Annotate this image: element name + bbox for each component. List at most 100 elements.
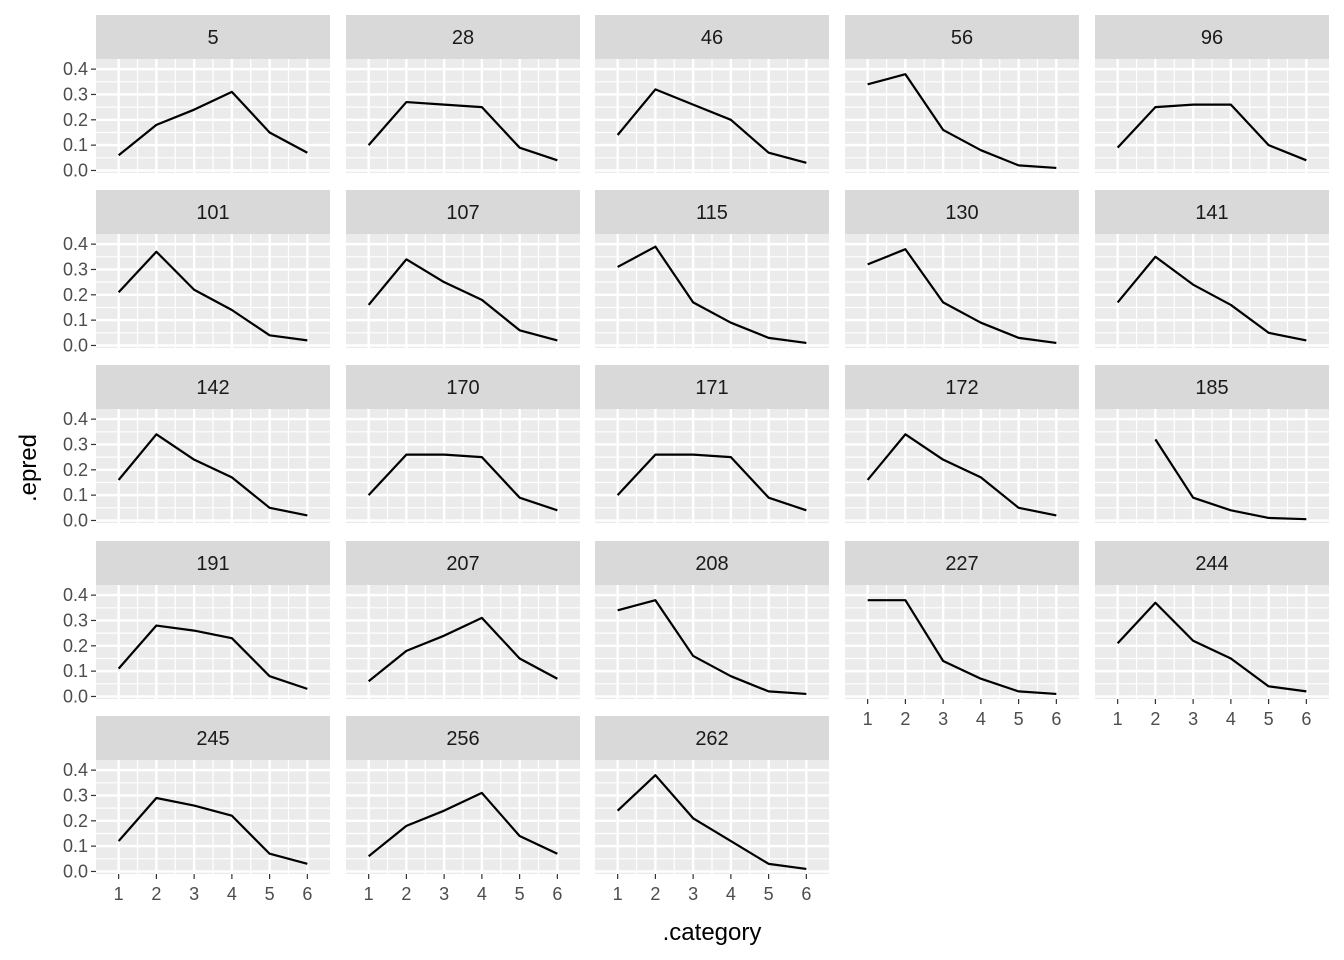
y-tick-label: 0.3 <box>63 610 88 630</box>
series-line <box>367 616 558 683</box>
series-line <box>117 624 308 690</box>
facet-strip-label: 115 <box>696 202 728 224</box>
facet-panel-245: 245 0.0 0.1 0.2 0.3 0.4 1 2 3 4 5 6 <box>63 716 330 904</box>
facet-strip-label: 28 <box>452 27 474 49</box>
y-tick-label: 0.2 <box>63 460 88 480</box>
facet-strip-label: 172 <box>945 377 978 399</box>
series-line <box>367 453 558 512</box>
series-line <box>867 248 1057 345</box>
y-tick-label: 0.3 <box>63 785 88 805</box>
facet-strip <box>96 190 330 234</box>
facet-panel-262: 262 1 2 3 4 5 6 <box>595 716 829 904</box>
x-tick-label: 3 <box>189 884 199 904</box>
series-line <box>866 433 1057 517</box>
facet-panel-191: 191 0.0 0.1 0.2 0.3 0.4 <box>63 541 330 706</box>
facet-panel-46: 46 <box>595 15 829 173</box>
facet-strip-label: 5 <box>207 27 218 49</box>
facet-strip-label: 262 <box>695 728 728 750</box>
x-tick-label: 4 <box>976 709 986 729</box>
facet-panel-115: 115 <box>595 190 829 348</box>
y-tick-label: 0.4 <box>63 409 88 429</box>
y-tick-label: 0.0 <box>63 510 88 530</box>
facet-strip <box>595 15 829 59</box>
x-tick-label: 6 <box>302 884 312 904</box>
series-line <box>867 73 1057 170</box>
facet-panel-207: 207 <box>346 541 580 699</box>
facet-panel-244: 244 1 2 3 4 5 6 <box>1095 541 1329 729</box>
x-tick-label: 1 <box>114 884 124 904</box>
y-tick-label: 0.0 <box>63 861 88 881</box>
facet-strip-label: 101 <box>196 202 229 224</box>
x-tick-label: 2 <box>1150 709 1160 729</box>
y-tick-label: 0.2 <box>63 811 88 831</box>
series-line <box>616 88 807 164</box>
series-line <box>1154 438 1307 521</box>
y-tick-label: 0.0 <box>63 686 88 706</box>
facet-strip-label: 227 <box>945 553 978 575</box>
y-tick-label: 0.4 <box>63 234 88 254</box>
y-tick-label: 0.4 <box>63 760 88 780</box>
facet-strip <box>595 541 829 585</box>
facet-strip <box>845 15 1079 59</box>
series-line <box>367 791 558 858</box>
x-tick-label: 5 <box>515 884 525 904</box>
y-tick-label: 0.2 <box>63 110 88 130</box>
x-tick-label: 5 <box>1264 709 1274 729</box>
facet-strip <box>595 716 829 760</box>
x-tick-label: 1 <box>364 884 374 904</box>
facet-panel-56: 56 <box>845 15 1079 173</box>
x-tick-label: 4 <box>1226 709 1236 729</box>
x-tick-label: 3 <box>1188 709 1198 729</box>
x-tick-label: 2 <box>900 709 910 729</box>
facet-strip <box>845 365 1079 409</box>
facet-strip <box>346 365 580 409</box>
x-tick-label: 2 <box>401 884 411 904</box>
facet-strip <box>346 541 580 585</box>
facet-strip <box>96 541 330 585</box>
y-tick-label: 0.0 <box>63 160 88 180</box>
x-tick-label: 5 <box>764 884 774 904</box>
facet-panel-96: 96 <box>1095 15 1329 173</box>
y-tick-label: 0.1 <box>63 836 88 856</box>
facet-strip <box>96 365 330 409</box>
facet-strip-label: 130 <box>945 202 978 224</box>
facet-panel-142: 142 0.0 0.1 0.2 0.3 0.4 <box>63 365 330 530</box>
series-line <box>617 245 807 345</box>
facet-panel-185: 185 <box>1095 365 1329 523</box>
x-axis-title: .category <box>663 919 762 946</box>
x-tick-label: 1 <box>863 709 873 729</box>
series-line <box>117 90 308 157</box>
x-tick-label: 6 <box>801 884 811 904</box>
facet-panels: 50.00.10.20.30.428 46 56 961010.00.10.20.30… <box>63 15 1329 904</box>
x-tick-label: 2 <box>151 884 161 904</box>
series-line <box>616 774 807 871</box>
facet-strip-label: 171 <box>695 377 728 399</box>
series-line <box>867 599 1057 696</box>
y-tick-label: 0.1 <box>63 485 88 505</box>
x-tick-label: 3 <box>688 884 698 904</box>
facet-panel-227: 227 1 2 3 4 5 6 <box>845 541 1079 729</box>
series-line <box>617 599 807 696</box>
facet-strip <box>346 15 580 59</box>
y-tick-label: 0.2 <box>63 636 88 656</box>
series-line <box>117 250 308 342</box>
y-tick-label: 0.1 <box>63 661 88 681</box>
y-tick-label: 0.4 <box>63 585 88 605</box>
series-line <box>616 453 807 512</box>
series-line <box>1116 601 1307 693</box>
facet-panel-130: 130 <box>845 190 1079 348</box>
x-tick-label: 1 <box>613 884 623 904</box>
y-tick-label: 0.3 <box>63 434 88 454</box>
x-tick-label: 4 <box>726 884 736 904</box>
facet-panel-208: 208 <box>595 541 829 699</box>
facet-strip <box>595 365 829 409</box>
facet-strip-label: 191 <box>196 553 229 575</box>
facet-strip-label: 256 <box>446 728 479 750</box>
facet-strip <box>96 716 330 760</box>
series-line <box>367 258 558 342</box>
facet-strip-label: 185 <box>1195 377 1228 399</box>
facet-panel-5: 5 0.0 0.1 0.2 0.3 0.4 <box>63 15 330 180</box>
y-axis-title: .epred <box>15 434 42 502</box>
facet-strip <box>1095 541 1329 585</box>
x-tick-label: 3 <box>439 884 449 904</box>
